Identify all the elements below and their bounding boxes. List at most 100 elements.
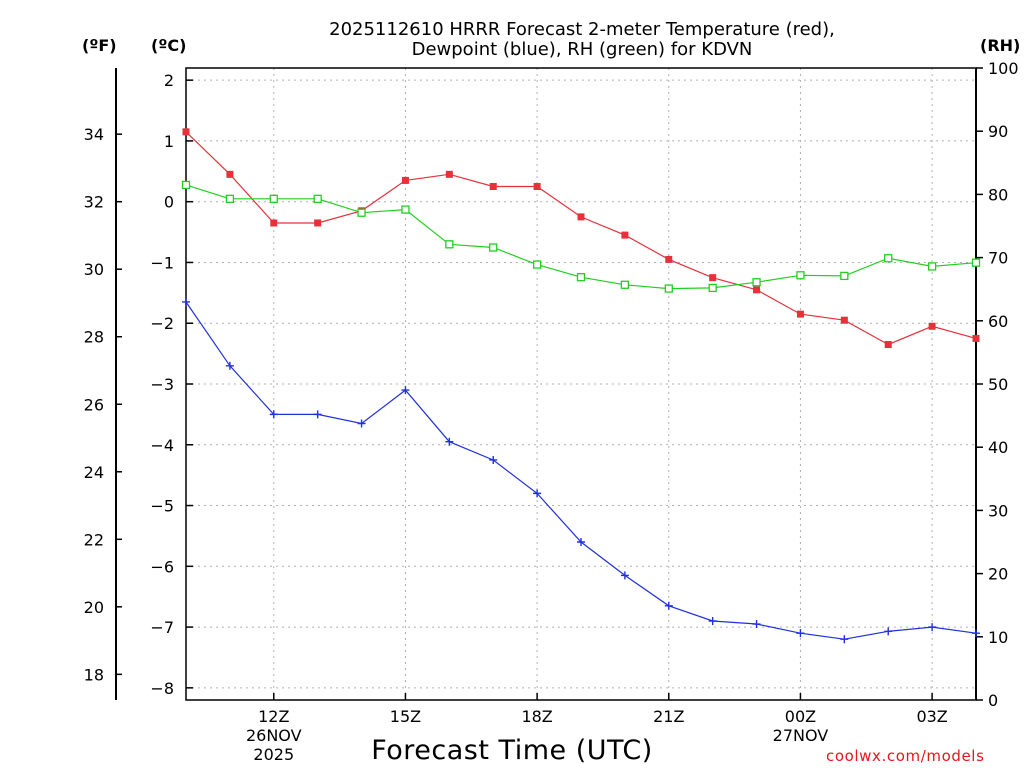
data-point-marker: [577, 538, 585, 546]
celsius-tick-label: 2: [164, 71, 174, 90]
data-point-marker: [840, 271, 849, 281]
fahrenheit-tick-label: 30: [84, 260, 104, 279]
time-tick-year: 2025: [253, 745, 294, 764]
fahrenheit-tick-label: 24: [84, 463, 104, 482]
rh-tick-label: 90: [988, 122, 1008, 141]
rh-tick-label: 20: [988, 565, 1008, 584]
celsius-tick-label: 0: [164, 193, 174, 212]
rh-tick-label: 100: [988, 59, 1019, 78]
data-point-marker: [972, 334, 980, 342]
data-point-marker: [971, 258, 981, 267]
data-point-marker: [972, 629, 980, 638]
series-layer: [181, 128, 981, 644]
x-axis-title: Forecast Time (UTC): [371, 735, 653, 766]
data-point-marker: [489, 243, 498, 252]
celsius-axis: 2 1 0 −1 −2 −3 −4 −5 −6 −7 −8: [150, 71, 193, 698]
data-point-marker: [489, 455, 498, 464]
time-tick-date: 26NOV: [246, 726, 302, 745]
rh-tick-label: 40: [988, 438, 1008, 457]
data-point-marker: [796, 271, 805, 280]
rh-tick-label: 70: [988, 249, 1008, 268]
celsius-tick-label: −5: [150, 497, 174, 516]
data-point-marker: [533, 183, 541, 190]
data-point-marker: [576, 273, 586, 282]
celsius-tick-label: −7: [150, 618, 174, 637]
series-line: [185, 301, 977, 640]
celsius-tick-label: 1: [164, 132, 174, 151]
fahrenheit-axis: 34 32 30 28 26 24 22 20 18: [84, 125, 122, 684]
rh-tick-label: 0: [988, 691, 998, 710]
rh-tick-label: 50: [988, 375, 1008, 394]
fahrenheit-tick-label: 18: [84, 665, 104, 684]
data-point-marker: [796, 310, 804, 318]
data-point-marker: [445, 240, 454, 249]
data-point-marker: [270, 219, 278, 227]
series-line: [185, 131, 977, 346]
data-point-marker: [269, 194, 278, 203]
fahrenheit-tick-label: 26: [84, 395, 104, 414]
data-point-marker: [621, 231, 629, 239]
data-point-marker: [752, 278, 761, 287]
series-rh: [181, 180, 981, 293]
data-point-marker: [708, 617, 717, 625]
data-point-marker: [796, 629, 805, 638]
data-point-marker: [269, 410, 278, 419]
fahrenheit-tick-label: 34: [84, 125, 104, 144]
data-point-marker: [532, 260, 542, 269]
data-point-marker: [314, 219, 322, 227]
data-point-marker: [313, 410, 322, 419]
data-point-marker: [620, 280, 630, 289]
time-tick-label: 12Z: [258, 707, 289, 726]
data-point-marker: [225, 361, 234, 370]
data-point-marker: [928, 322, 936, 330]
data-point-marker: [489, 183, 497, 190]
time-tick-label: 03Z: [916, 707, 947, 726]
time-tick-label: 15Z: [390, 707, 421, 726]
data-point-marker: [225, 194, 235, 203]
time-tick-label: 00Z: [785, 707, 816, 726]
fahrenheit-tick-label: 20: [84, 598, 104, 617]
grid-lines: [186, 68, 976, 700]
unit-celsius-label: (ºC): [151, 36, 186, 55]
data-point-marker: [927, 262, 937, 271]
fahrenheit-tick-label: 22: [84, 530, 104, 549]
data-point-marker: [884, 341, 892, 348]
celsius-tick-label: −4: [150, 436, 174, 455]
data-point-marker: [840, 635, 849, 644]
data-point-marker: [752, 620, 761, 629]
data-point-marker: [709, 274, 717, 282]
data-point-marker: [533, 489, 542, 498]
data-point-marker: [665, 255, 673, 263]
chart-title-line2: Dewpoint (blue), RH (green) for KDVN: [412, 39, 753, 60]
plot-frame: [185, 67, 977, 701]
data-point-marker: [664, 284, 673, 293]
fahrenheit-tick-label: 32: [84, 193, 104, 212]
data-point-marker: [445, 437, 454, 446]
data-point-marker: [753, 286, 761, 294]
data-point-marker: [182, 297, 190, 306]
rh-tick-label: 80: [988, 185, 1008, 204]
time-tick-label: 18Z: [521, 707, 552, 726]
time-tick-label: 21Z: [653, 707, 684, 726]
data-point-marker: [708, 283, 717, 293]
data-point-marker: [577, 213, 585, 221]
series-dewpoint-c: [182, 297, 980, 644]
data-point-marker: [620, 571, 629, 580]
data-point-marker: [357, 208, 366, 217]
celsius-tick-label: −3: [150, 375, 174, 394]
data-point-marker: [181, 180, 191, 190]
data-point-marker: [401, 176, 409, 184]
data-point-marker: [664, 601, 673, 610]
data-point-marker: [182, 128, 190, 136]
credit-text: coolwx.com/models: [826, 747, 985, 765]
rh-tick-label: 30: [988, 501, 1008, 520]
series-temperature-c: [182, 128, 980, 348]
data-point-marker: [928, 623, 937, 632]
fahrenheit-tick-label: 28: [84, 328, 104, 347]
data-point-marker: [226, 170, 234, 178]
celsius-tick-label: −2: [150, 314, 174, 333]
celsius-tick-label: −1: [150, 253, 174, 272]
